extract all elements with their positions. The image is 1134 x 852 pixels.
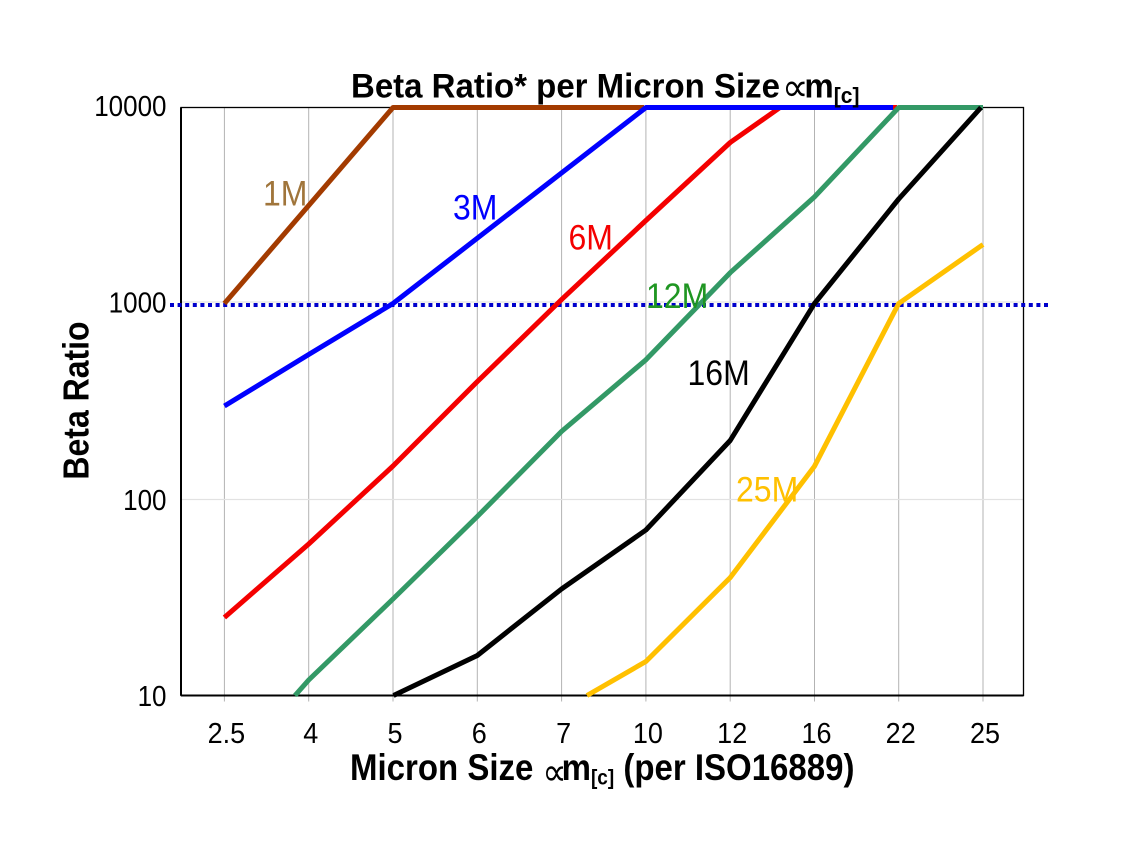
svg-text:6: 6 bbox=[472, 717, 487, 749]
svg-text:100: 100 bbox=[123, 484, 166, 516]
svg-text:3M: 3M bbox=[453, 189, 497, 228]
svg-text:12M: 12M bbox=[646, 277, 708, 316]
svg-text:1M: 1M bbox=[263, 175, 307, 214]
svg-text:5: 5 bbox=[387, 717, 402, 749]
svg-text:1000: 1000 bbox=[109, 286, 167, 318]
svg-text:Micron Size∝m[c] (per ISO16889: Micron Size ∝m[c] (per ISO16889) bbox=[350, 747, 854, 793]
svg-text:16M: 16M bbox=[688, 355, 750, 394]
svg-text:6M: 6M bbox=[569, 219, 613, 258]
svg-text:4: 4 bbox=[303, 717, 318, 749]
svg-text:10: 10 bbox=[138, 680, 167, 712]
svg-text:16: 16 bbox=[801, 717, 831, 749]
svg-text:Beta Ratio* per Micron Size∝m[: Beta Ratio* per Micron Size∝m[c] bbox=[351, 67, 859, 110]
svg-text:12: 12 bbox=[717, 717, 747, 749]
svg-text:2.5: 2.5 bbox=[208, 717, 246, 749]
svg-text:10000: 10000 bbox=[94, 90, 166, 122]
svg-text:7: 7 bbox=[556, 717, 571, 749]
svg-text:Beta Ratio: Beta Ratio bbox=[57, 321, 97, 479]
svg-text:10: 10 bbox=[633, 717, 663, 749]
svg-text:22: 22 bbox=[886, 717, 916, 749]
svg-text:25M: 25M bbox=[736, 471, 798, 510]
svg-text:25: 25 bbox=[970, 717, 1000, 749]
